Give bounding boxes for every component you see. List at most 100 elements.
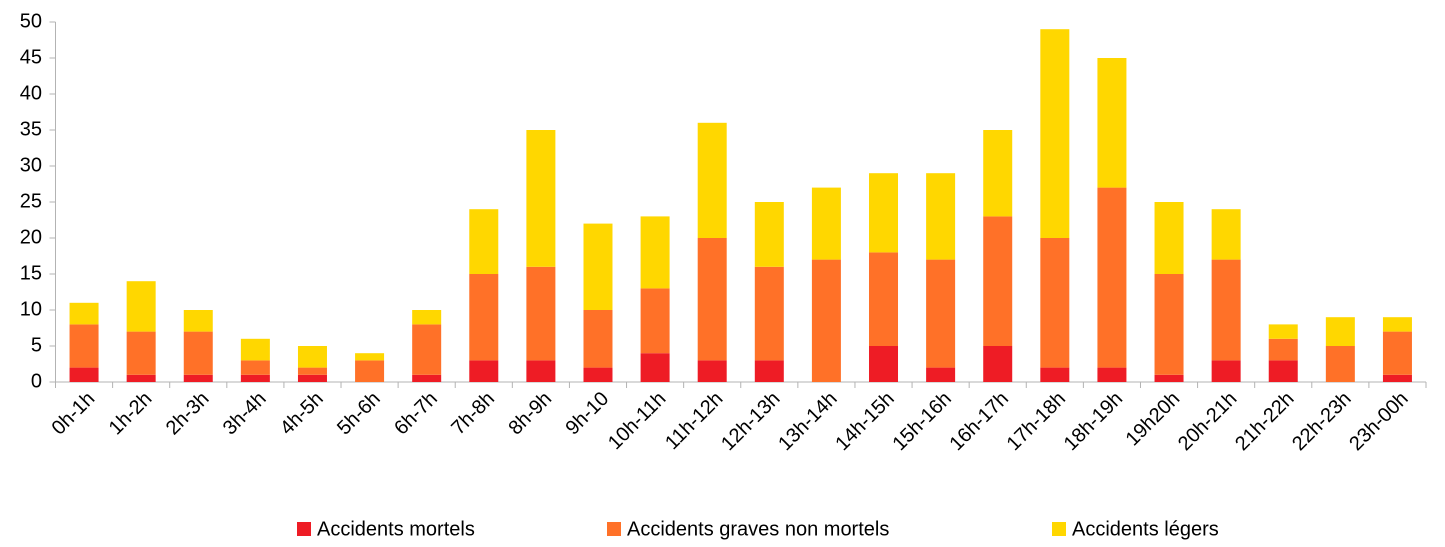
- bar-segment: [1382, 317, 1412, 332]
- x-tick-label: 14h-15h: [831, 388, 898, 455]
- bar-segment: [869, 173, 899, 253]
- bar-segment: [697, 122, 727, 238]
- bar-segment: [926, 259, 956, 368]
- y-tick-label: 50: [20, 10, 42, 32]
- bar-segment: [1154, 274, 1184, 375]
- bar-segment: [297, 374, 327, 382]
- legend-swatch: [297, 522, 311, 536]
- bar-segment: [1040, 367, 1070, 382]
- y-tick-label: 30: [20, 154, 42, 176]
- bar-segment: [811, 187, 841, 260]
- bar-segment: [412, 310, 442, 325]
- bar-segment: [469, 274, 499, 361]
- legend-swatch: [1052, 522, 1066, 536]
- bar-segment: [412, 324, 442, 375]
- bar-segment: [1382, 331, 1412, 375]
- bar-segment: [183, 331, 213, 375]
- bar-segment: [69, 324, 99, 368]
- x-tick-label: 15h-16h: [888, 388, 955, 455]
- x-tick-label: 13h-14h: [774, 388, 841, 455]
- bar-segment: [583, 310, 613, 368]
- bar-segment: [869, 252, 899, 346]
- x-tick-label: 11h-12h: [661, 388, 727, 454]
- x-tick-label: 21h-22h: [1231, 388, 1298, 455]
- x-tick-label: 20h-21h: [1174, 388, 1241, 455]
- bar-segment: [240, 360, 270, 375]
- bar-segment: [240, 338, 270, 361]
- bar-segment: [1211, 259, 1241, 361]
- bar-segment: [640, 353, 670, 382]
- x-tick-label: 5h-6h: [333, 388, 385, 440]
- x-tick-label: 4h-5h: [276, 388, 328, 440]
- bar-segment: [183, 310, 213, 332]
- bar-segment: [1325, 346, 1355, 382]
- bar-segment: [1097, 367, 1127, 382]
- bar-segment: [640, 216, 670, 289]
- bar-segment: [583, 367, 613, 382]
- x-tick-label: 7h-8h: [447, 388, 499, 440]
- bar-segment: [1268, 324, 1298, 339]
- x-tick-label: 17h-18h: [1003, 388, 1070, 455]
- legend-label: Accidents légers: [1072, 518, 1219, 540]
- x-tick-label: 3h-4h: [219, 388, 271, 440]
- bar-segment: [697, 360, 727, 382]
- bar-segment: [983, 346, 1013, 382]
- bar-segment: [183, 374, 213, 382]
- x-tick-label: 1h-2h: [105, 388, 157, 440]
- bar-segment: [811, 259, 841, 382]
- bar-segment: [1211, 360, 1241, 382]
- x-tick-label: 0h-1h: [48, 388, 100, 440]
- bar-segment: [926, 367, 956, 382]
- bar-segment: [69, 302, 99, 325]
- bar-segment: [869, 346, 899, 382]
- legend-label: Accidents mortels: [317, 518, 475, 540]
- y-tick-label: 35: [20, 118, 42, 140]
- x-tick-label: 10h-11h: [604, 388, 670, 454]
- bar-segment: [240, 374, 270, 382]
- bar-segment: [583, 223, 613, 310]
- bar-segment: [297, 367, 327, 375]
- bar-segment: [1154, 374, 1184, 382]
- x-tick-label: 23h-00h: [1345, 388, 1412, 455]
- bar-segment: [469, 360, 499, 382]
- bar-segment: [469, 209, 499, 274]
- bar-segment: [1097, 187, 1127, 368]
- y-tick-label: 25: [20, 190, 42, 212]
- bar-segment: [983, 216, 1013, 346]
- bar-segment: [297, 346, 327, 368]
- bar-segment: [355, 360, 385, 382]
- y-tick-label: 45: [20, 46, 42, 68]
- bar-segment: [412, 374, 442, 382]
- legend-label: Accidents graves non mortels: [627, 518, 889, 540]
- bar-segment: [983, 130, 1013, 217]
- bar-segment: [526, 130, 556, 267]
- x-tick-label: 18h-19h: [1060, 388, 1127, 455]
- x-tick-label: 8h-9h: [504, 388, 556, 440]
- y-tick-label: 5: [31, 334, 42, 356]
- bar-segment: [1268, 338, 1298, 361]
- y-tick-label: 0: [31, 370, 42, 392]
- bar-segment: [1040, 238, 1070, 368]
- bar-segment: [69, 367, 99, 382]
- bar-segment: [526, 360, 556, 382]
- bar-segment: [126, 281, 156, 332]
- bar-segment: [1097, 58, 1127, 188]
- bar-segment: [126, 331, 156, 375]
- bar-segment: [697, 238, 727, 361]
- bar-segment: [926, 173, 956, 260]
- y-tick-label: 10: [20, 298, 42, 320]
- bar-segment: [754, 202, 784, 267]
- bar-segment: [1211, 209, 1241, 260]
- bar-segment: [640, 288, 670, 354]
- x-tick-label: 6h-7h: [390, 388, 442, 440]
- bar-segment: [754, 360, 784, 382]
- bar-segment: [126, 374, 156, 382]
- bar-segment: [1154, 202, 1184, 274]
- y-tick-label: 40: [20, 82, 42, 104]
- x-tick-label: 22h-23h: [1288, 388, 1355, 455]
- x-tick-label: 9h-10: [562, 388, 614, 440]
- y-tick-label: 20: [20, 226, 42, 248]
- bar-segment: [526, 266, 556, 361]
- x-tick-label: 12h-13h: [717, 388, 784, 455]
